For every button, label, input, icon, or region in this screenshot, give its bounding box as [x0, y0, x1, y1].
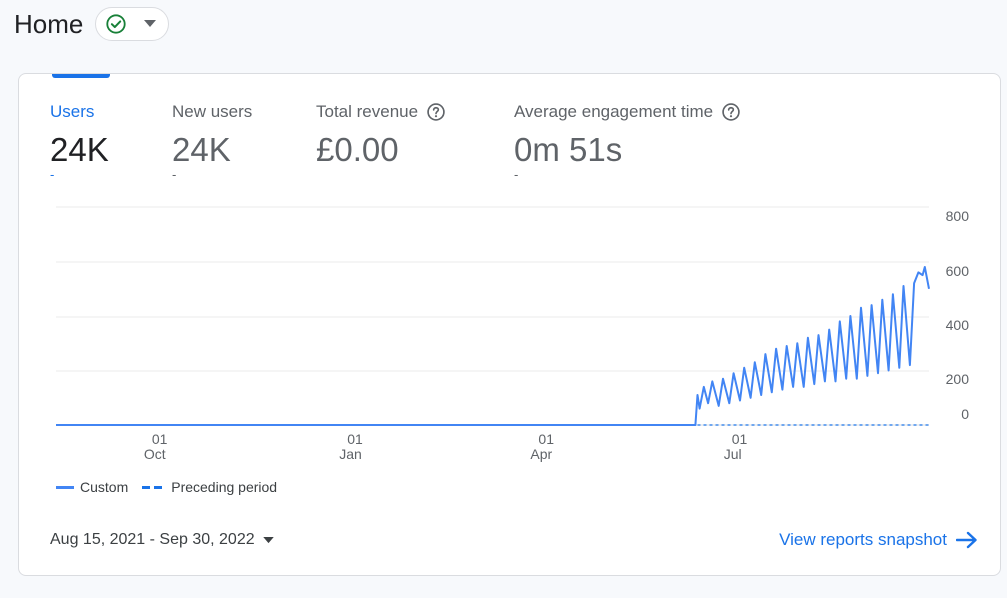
active-tab-indicator	[52, 74, 110, 78]
metric-delta: -	[514, 167, 519, 182]
metric-value: £0.00	[316, 131, 399, 168]
date-range-selector[interactable]: Aug 15, 2021 - Sep 30, 2022	[50, 531, 274, 549]
help-icon[interactable]	[721, 102, 741, 122]
caret-down-icon	[262, 536, 274, 543]
x-tick-month-label: Jul	[724, 446, 742, 462]
y-tick-label: 800	[946, 208, 970, 224]
page-title: Home	[14, 8, 84, 39]
x-tick-day-label: 01	[152, 431, 168, 447]
metric-value: 24K	[172, 131, 231, 168]
metric-average-engagement-time[interactable]: Average engagement time 0m 51s -	[514, 101, 741, 182]
metric-new-users[interactable]: New users 24K -	[172, 101, 252, 182]
metric-label: Users	[50, 102, 95, 121]
x-tick-day-label: 01	[347, 431, 363, 447]
x-tick-month-label: Oct	[144, 446, 166, 462]
legend-label: Preceding period	[171, 479, 278, 495]
metric-users[interactable]: Users 24K -	[50, 101, 109, 182]
metric-label: Total revenue	[316, 101, 446, 123]
y-tick-label: 600	[946, 263, 970, 279]
x-tick-month-label: Apr	[530, 446, 552, 462]
page-header: Home	[14, 6, 170, 42]
metric-label: Average engagement time	[514, 101, 741, 123]
legend-swatch-solid	[56, 485, 74, 489]
legend-item-preceding-period[interactable]: Preceding period	[142, 479, 277, 495]
chart-legend: Custom Preceding period	[56, 479, 291, 495]
view-reports-snapshot-link[interactable]: View reports snapshot	[779, 530, 978, 550]
series-line-custom	[56, 266, 930, 426]
metric-value: 0m 51s	[514, 131, 623, 168]
arrow-right-icon	[956, 531, 977, 549]
x-tick-day-label: 01	[732, 431, 748, 447]
metric-delta: -	[50, 167, 55, 182]
y-tick-label: 400	[946, 317, 970, 333]
status-dropdown-button[interactable]	[95, 7, 170, 41]
caret-down-icon	[144, 20, 157, 27]
metric-label: New users	[172, 102, 253, 121]
legend-item-custom[interactable]: Custom	[56, 479, 128, 495]
y-tick-label: 0	[961, 406, 969, 422]
legend-label: Custom	[80, 479, 129, 495]
check-circle-icon	[106, 14, 126, 34]
metric-delta: -	[172, 167, 177, 182]
metric-total-revenue[interactable]: Total revenue £0.00	[316, 101, 446, 182]
help-icon[interactable]	[426, 102, 446, 122]
view-reports-label: View reports snapshot	[779, 530, 947, 549]
x-tick-month-label: Jan	[339, 446, 362, 462]
overview-card: Users 24K - New users 24K - Total revenu…	[18, 73, 1001, 576]
metric-value: 24K	[50, 131, 109, 168]
legend-swatch-dashed	[142, 485, 165, 489]
date-range-label: Aug 15, 2021 - Sep 30, 2022	[50, 531, 255, 548]
y-tick-label: 200	[946, 371, 970, 387]
x-tick-day-label: 01	[538, 431, 554, 447]
